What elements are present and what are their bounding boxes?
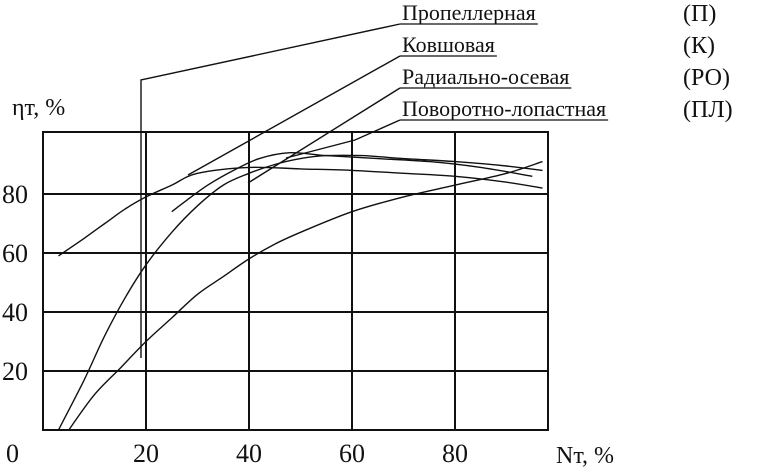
legend-code-rotary-blade: (ПЛ) [683, 97, 733, 123]
grid [43, 132, 548, 430]
series-line-propeller [58, 166, 543, 257]
plot-frame [42, 131, 549, 431]
series-line-radial-axial [57, 154, 543, 431]
origin-label: 0 [6, 439, 19, 468]
x-tick-label: 40 [236, 439, 262, 468]
leader-line-rotary-blade [285, 119, 401, 159]
legend-code-radial-axial: (РО) [683, 65, 730, 91]
y-tick-label: 60 [2, 239, 28, 268]
y-axis-label: ηт, % [12, 95, 65, 121]
y-tick-label: 40 [2, 298, 28, 327]
legend-code-propeller: (П) [683, 1, 716, 27]
x-axis-label: Nт, % [556, 443, 614, 469]
series-line-rotary-blade [68, 160, 543, 431]
legend: Пропеллерная (П) Ковшовая (К) Радиально-осев… [400, 0, 733, 123]
legend-name-propeller: Пропеллерная [402, 0, 536, 25]
legend-code-bucket: (К) [683, 33, 715, 59]
legend-name-rotary-blade: Поворотно-лопастная [402, 96, 606, 121]
x-tick-label: 20 [133, 439, 159, 468]
x-tick-label: 80 [442, 439, 468, 468]
series-curves [57, 151, 543, 431]
leader-line-propeller [140, 23, 401, 358]
leader-line-bucket [187, 55, 401, 176]
legend-name-bucket: Ковшовая [402, 32, 495, 57]
legend-name-radial-axial: Радиально-осевая [402, 64, 569, 89]
series-line-bucket [171, 151, 533, 213]
legend-leaders [140, 23, 401, 358]
y-tick-label: 80 [2, 180, 28, 209]
leader-line-radial-axial [247, 87, 401, 184]
axis-ticks: 20 40 60 80 20 40 60 80 [2, 180, 468, 468]
y-tick-label: 20 [2, 357, 28, 386]
x-tick-label: 60 [339, 439, 365, 468]
